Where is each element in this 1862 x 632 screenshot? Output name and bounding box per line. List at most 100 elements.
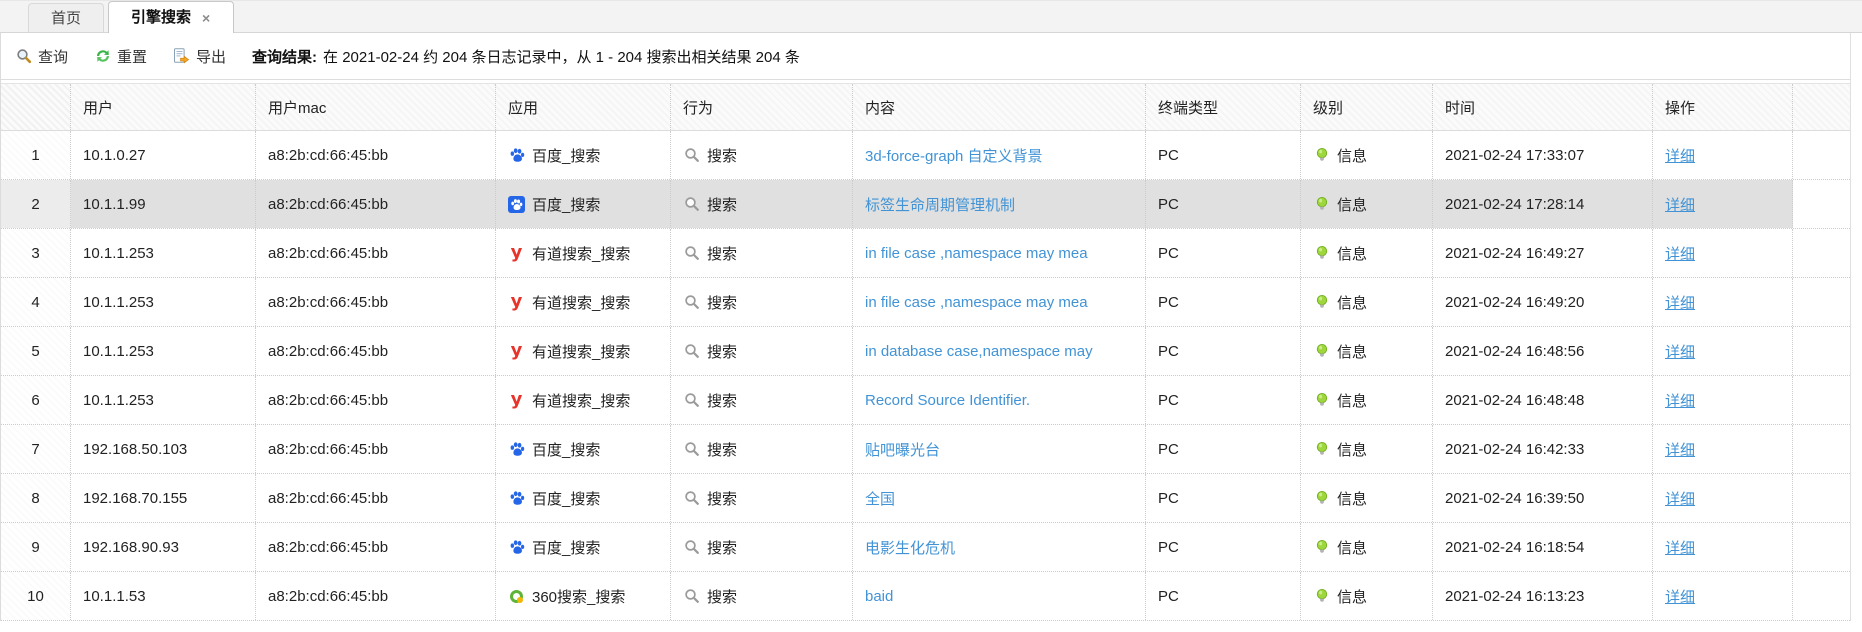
level-label: 信息 [1337, 588, 1368, 606]
action-cell: 详细 [1653, 474, 1793, 522]
360-search-icon [510, 589, 523, 603]
green-bulb-icon [1313, 343, 1330, 360]
time-cell: 2021-02-24 16:18:54 [1433, 523, 1653, 571]
content-cell: Record Source Identifier. [853, 376, 1146, 424]
table-row[interactable]: 4 10.1.1.253 a8:2b:cd:66:45:bb y 有道搜索_搜索… [1, 278, 1850, 327]
detail-link[interactable]: 详细 [1665, 588, 1696, 606]
content-cell: 贴吧曝光台 [853, 425, 1146, 473]
table-row[interactable]: 6 10.1.1.253 a8:2b:cd:66:45:bb y 有道搜索_搜索… [1, 376, 1850, 425]
app-label: 有道搜索_搜索 [532, 343, 631, 361]
content-cell: in database case,namespace may [853, 327, 1146, 375]
app-cell: y 有道搜索_搜索 [496, 327, 671, 375]
behavior-label: 搜索 [707, 343, 738, 361]
level-cell: 信息 [1301, 278, 1433, 326]
table-row[interactable]: 3 10.1.1.253 a8:2b:cd:66:45:bb y 有道搜索_搜索… [1, 229, 1850, 278]
row-filler [1793, 278, 1850, 326]
detail-link[interactable]: 详细 [1665, 147, 1696, 165]
table-row[interactable]: 7 192.168.50.103 a8:2b:cd:66:45:bb 百度_搜索… [1, 425, 1850, 474]
row-number: 7 [1, 425, 71, 473]
header-time: 时间 [1433, 84, 1653, 130]
detail-link[interactable]: 详细 [1665, 294, 1696, 312]
row-filler [1793, 131, 1850, 179]
content-link[interactable]: 标签生命周期管理机制 [865, 196, 1016, 214]
export-icon [173, 48, 190, 65]
level-label: 信息 [1337, 441, 1368, 459]
detail-link[interactable]: 详细 [1665, 245, 1696, 263]
terminal-cell: PC [1146, 425, 1301, 473]
user-cell: 192.168.70.155 [71, 474, 256, 522]
toolbar: 查询 重置 导出 查询结果: 在 2021-02-24 约 204 条日志记录中… [1, 33, 1850, 80]
baidu-boxed-icon [508, 195, 525, 213]
table-row[interactable]: 10 10.1.1.53 a8:2b:cd:66:45:bb 360搜索_搜索 … [1, 572, 1850, 621]
table-row[interactable]: 8 192.168.70.155 a8:2b:cd:66:45:bb 百度_搜索… [1, 474, 1850, 523]
content-link[interactable]: in database case,namespace may [865, 342, 1093, 360]
behavior-cell: 搜索 [671, 180, 853, 228]
level-label: 信息 [1337, 392, 1368, 410]
reset-button[interactable]: 重置 [94, 46, 147, 67]
terminal-cell: PC [1146, 327, 1301, 375]
content-cell: 3d-force-graph 自定义背景 [853, 131, 1146, 179]
app-cell: 百度_搜索 [496, 474, 671, 522]
content-link[interactable]: 电影生化危机 [865, 539, 956, 557]
content-link[interactable]: 3d-force-graph 自定义背景 [865, 147, 1043, 165]
mac-cell: a8:2b:cd:66:45:bb [256, 180, 496, 228]
app-label: 百度_搜索 [532, 490, 601, 508]
detail-link[interactable]: 详细 [1665, 392, 1696, 410]
baidu-icon [508, 490, 525, 507]
action-cell: 详细 [1653, 229, 1793, 277]
user-cell: 10.1.1.53 [71, 572, 256, 620]
tab-bar: 首页 引擎搜索 × [0, 0, 1862, 33]
level-label: 信息 [1337, 490, 1368, 508]
query-button-label: 查询 [38, 48, 69, 66]
action-cell: 详细 [1653, 327, 1793, 375]
export-button-label: 导出 [196, 48, 227, 66]
table-row[interactable]: 5 10.1.1.253 a8:2b:cd:66:45:bb y 有道搜索_搜索… [1, 327, 1850, 376]
content-link[interactable]: 贴吧曝光台 [865, 441, 941, 459]
close-icon[interactable]: × [202, 9, 211, 26]
content-cell: 标签生命周期管理机制 [853, 180, 1146, 228]
content-link[interactable]: in file case ,namespace may mea [865, 244, 1088, 262]
green-bulb-icon [1313, 490, 1330, 507]
detail-link[interactable]: 详细 [1665, 343, 1696, 361]
query-result-summary: 查询结果: 在 2021-02-24 约 204 条日志记录中，从 1 - 20… [252, 46, 800, 67]
terminal-cell: PC [1146, 229, 1301, 277]
content-cell: in file case ,namespace may mea [853, 229, 1146, 277]
behavior-label: 搜索 [707, 490, 738, 508]
table-row[interactable]: 1 10.1.0.27 a8:2b:cd:66:45:bb 百度_搜索 搜索 3… [1, 131, 1850, 180]
row-filler [1793, 474, 1850, 522]
app-label: 有道搜索_搜索 [532, 245, 631, 263]
tab-home-label: 首页 [51, 9, 82, 27]
detail-link[interactable]: 详细 [1665, 539, 1696, 557]
table-row-selected[interactable]: 2 10.1.1.99 a8:2b:cd:66:45:bb 百度_搜索 搜索 标… [1, 180, 1850, 229]
behavior-cell: 搜索 [671, 131, 853, 179]
terminal-cell: PC [1146, 180, 1301, 228]
refresh-icon [94, 48, 111, 65]
table-row[interactable]: 9 192.168.90.93 a8:2b:cd:66:45:bb 百度_搜索 … [1, 523, 1850, 572]
tab-engine-search[interactable]: 引擎搜索 × [108, 1, 235, 33]
time-cell: 2021-02-24 17:28:14 [1433, 180, 1653, 228]
content-link[interactable]: baid [865, 587, 894, 605]
detail-link[interactable]: 详细 [1665, 441, 1696, 459]
mac-cell: a8:2b:cd:66:45:bb [256, 131, 496, 179]
app-label: 百度_搜索 [532, 441, 601, 459]
content-link[interactable]: Record Source Identifier. [865, 391, 1031, 409]
behavior-cell: 搜索 [671, 376, 853, 424]
user-cell: 10.1.1.253 [71, 376, 256, 424]
youdao-icon: y [510, 242, 523, 263]
reset-button-label: 重置 [117, 48, 148, 66]
search-icon [683, 441, 700, 458]
tab-home[interactable]: 首页 [28, 3, 105, 32]
mac-cell: a8:2b:cd:66:45:bb [256, 327, 496, 375]
header-terminal: 终端类型 [1146, 84, 1301, 130]
content-link[interactable]: 全国 [865, 490, 896, 508]
query-result-label: 查询结果: [252, 48, 318, 66]
row-filler [1793, 180, 1850, 228]
green-bulb-icon [1313, 294, 1330, 311]
detail-link[interactable]: 详细 [1665, 490, 1696, 508]
youdao-icon: y [510, 389, 523, 410]
query-button[interactable]: 查询 [15, 46, 68, 67]
export-button[interactable]: 导出 [173, 46, 226, 67]
action-cell: 详细 [1653, 376, 1793, 424]
content-link[interactable]: in file case ,namespace may mea [865, 293, 1088, 311]
detail-link[interactable]: 详细 [1665, 196, 1696, 214]
